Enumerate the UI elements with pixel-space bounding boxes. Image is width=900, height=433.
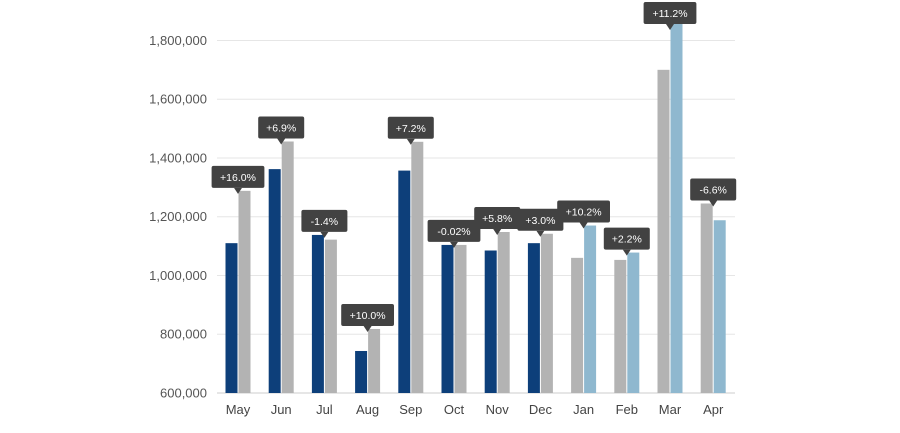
x-category-label: Sep xyxy=(399,402,422,417)
data-label-pointer xyxy=(493,228,502,235)
y-tick-label: 1,200,000 xyxy=(149,209,207,224)
y-tick-label: 600,000 xyxy=(160,386,207,401)
data-label: +3.0% xyxy=(517,208,564,237)
data-label-text: -6.6% xyxy=(699,185,726,197)
data-label: -1.4% xyxy=(301,209,348,238)
bar-series-2-apr xyxy=(713,220,726,393)
data-label: +16.0% xyxy=(211,165,265,194)
bar-series-2-dec xyxy=(540,233,553,393)
bar-series-1-dec xyxy=(527,243,540,393)
x-category-label: Oct xyxy=(444,402,465,417)
data-label-box xyxy=(301,209,348,232)
data-label: -0.02% xyxy=(427,219,481,248)
data-label-box xyxy=(387,116,434,139)
bar-series-2-oct xyxy=(454,244,467,393)
bar-series-1-jan xyxy=(571,257,584,393)
bar-series-1-aug xyxy=(355,350,368,393)
y-tick-label: 800,000 xyxy=(160,327,207,342)
data-label-box xyxy=(643,2,697,24)
data-label-text: -1.4% xyxy=(311,216,338,228)
x-category-label: Aug xyxy=(356,402,379,417)
data-label-pointer xyxy=(709,200,718,207)
data-label-text: +11.2% xyxy=(652,8,687,20)
data-label-text: +7.2% xyxy=(396,123,426,135)
data-label: +2.2% xyxy=(603,227,650,256)
bar-series-1-apr xyxy=(700,203,713,393)
bar-series-1-mar xyxy=(657,69,670,393)
data-label-box xyxy=(557,200,610,223)
bar-series-1-feb xyxy=(614,259,627,393)
x-category-label: Feb xyxy=(616,402,638,417)
data-label-pointer xyxy=(666,24,674,30)
data-label-box xyxy=(258,116,305,139)
data-label-pointer xyxy=(579,222,588,229)
data-label-text: +10.2% xyxy=(566,207,602,219)
data-label-text: +3.0% xyxy=(525,215,555,227)
data-label-text: +10.0% xyxy=(350,310,386,322)
data-label-box xyxy=(690,178,737,201)
bar-series-2-sep xyxy=(411,141,424,393)
x-category-label: Jun xyxy=(271,402,292,417)
data-label-pointer xyxy=(450,241,458,248)
data-label-box xyxy=(517,208,564,231)
bar-series-2-may xyxy=(238,190,251,393)
y-axis-ticks: 600,000 800,000 1,000,000 1,200,000 1,400,00… xyxy=(149,33,207,401)
bar-series-2-jan xyxy=(584,225,597,393)
data-label-text: +5.8% xyxy=(482,213,512,225)
bar-series-2-jul xyxy=(324,239,337,393)
x-axis-categories: May Jun Jul Aug Sep Oct Nov Dec Jan Feb Mar Apr xyxy=(226,402,724,417)
data-label: +11.2% xyxy=(643,2,697,30)
bar-series-2-nov xyxy=(497,231,510,393)
data-label: +5.8% xyxy=(474,206,521,235)
y-tick-label: 1,600,000 xyxy=(149,92,207,107)
data-label-text: +2.2% xyxy=(612,234,642,246)
data-label-box xyxy=(603,227,650,250)
bar-series-1-nov xyxy=(484,250,497,393)
y-tick-label: 1,400,000 xyxy=(149,150,207,165)
bar-series-2-mar xyxy=(670,14,683,393)
data-label-pointer xyxy=(622,249,631,256)
data-label: +6.9% xyxy=(258,116,305,145)
y-tick-label: 1,000,000 xyxy=(149,268,207,283)
data-label-text: +16.0% xyxy=(220,172,256,184)
x-category-label: Jan xyxy=(573,402,594,417)
data-label: +10.2% xyxy=(557,200,610,229)
data-label-pointer xyxy=(406,138,415,145)
bar-series-1-jul xyxy=(311,234,324,393)
y-tick-label: 1,800,000 xyxy=(149,33,207,48)
data-label-text: -0.02% xyxy=(437,226,470,238)
data-label-pointer xyxy=(234,187,242,194)
data-label-box xyxy=(427,219,481,242)
x-category-label: Apr xyxy=(703,402,724,417)
data-label-pointer xyxy=(277,138,286,145)
bar-series-1-may xyxy=(225,243,238,393)
x-category-label: Nov xyxy=(486,402,510,417)
data-label: +7.2% xyxy=(387,116,434,145)
bar-series-2-aug xyxy=(368,328,381,393)
x-category-label: May xyxy=(226,402,251,417)
x-category-label: Jul xyxy=(316,402,333,417)
data-label-text: +6.9% xyxy=(266,123,296,135)
data-labels: +16.0% +6.9% -1.4% +10.0% +7.2% -0.02% +5.8% +3… xyxy=(211,2,737,332)
data-label-pointer xyxy=(320,231,329,238)
x-category-label: Mar xyxy=(659,402,682,417)
bar-series-1-jun xyxy=(268,169,281,393)
data-label: +10.0% xyxy=(341,303,394,332)
data-label-pointer xyxy=(536,230,545,237)
data-label-box xyxy=(341,303,394,326)
bar-series-2-jun xyxy=(281,141,294,393)
x-category-label: Dec xyxy=(529,402,553,417)
bar-series-1-sep xyxy=(398,170,411,393)
bar-series-2-feb xyxy=(627,252,640,393)
data-label-pointer xyxy=(363,325,372,332)
bars xyxy=(225,14,726,393)
data-label: -6.6% xyxy=(690,178,737,207)
data-label-box xyxy=(211,165,265,188)
bar-series-1-oct xyxy=(441,244,454,393)
data-label-box xyxy=(474,206,521,229)
